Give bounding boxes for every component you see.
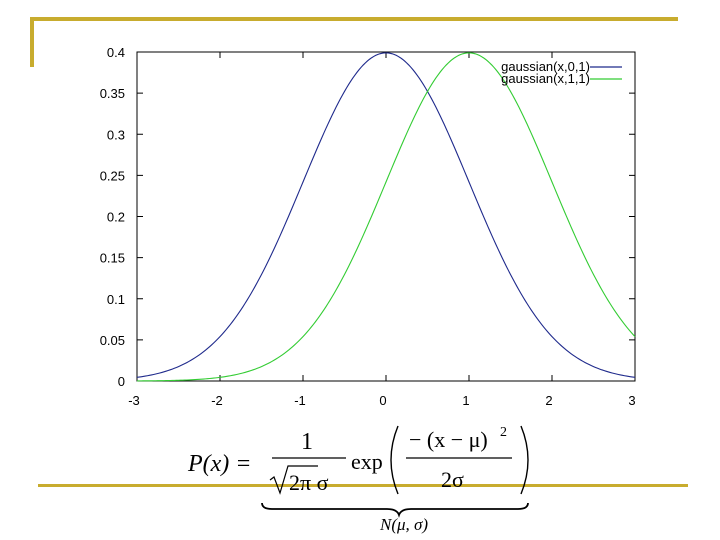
y-tick-label: 0 [118,374,125,389]
formula-lhs: P(x) = [187,451,252,477]
y-tick-label: 0.3 [107,127,125,142]
formula-denominator: 2π σ [289,470,329,495]
x-tick-label: 1 [462,393,469,408]
series-lines [136,52,636,382]
formula-sqrt-sign [269,465,318,495]
formula-inner-exponent: 2 [500,425,507,440]
series-line-1 [136,52,636,382]
y-tick-label: 0.05 [100,333,125,348]
legend-label-1: gaussian(x,1,1) [501,71,590,86]
formula-inner-numerator: − (x − μ) [409,427,488,452]
x-axis-ticks: -3 -2 -1 0 1 2 3 [128,52,636,408]
x-tick-label: 3 [628,393,635,408]
x-tick-label: -3 [128,393,140,408]
formula-left-paren [390,425,399,495]
y-tick-label: 0.2 [107,210,125,225]
y-tick-label: 0.4 [107,45,125,60]
x-tick-label: -1 [294,393,306,408]
frame-left-bar [30,17,34,67]
formula-underbrace [261,502,529,518]
frame-bottom-bar [38,484,688,487]
formula-right-paren [520,425,529,495]
series-line-0 [136,52,636,378]
formula-exp: exp [351,449,383,474]
y-tick-label: 0.25 [100,168,125,183]
formula-numerator: 1 [301,429,313,455]
y-tick-label: 0.15 [100,251,125,266]
x-tick-label: -2 [211,393,223,408]
legend: gaussian(x,0,1)gaussian(x,1,1) [501,59,622,86]
formula-inner-denominator: 2σ [441,467,464,492]
y-tick-label: 0.1 [107,292,125,307]
legend-label-0: gaussian(x,0,1) [501,59,590,74]
x-tick-label: 2 [545,393,552,408]
x-tick-label: 0 [379,393,386,408]
formula-brace-label: N(μ, σ) [379,515,428,534]
frame-top-bar [30,17,678,21]
y-axis-ticks: 0 0.05 0.1 0.15 0.2 0.25 0.3 0.35 0.4 [100,45,635,389]
y-tick-label: 0.35 [100,86,125,101]
